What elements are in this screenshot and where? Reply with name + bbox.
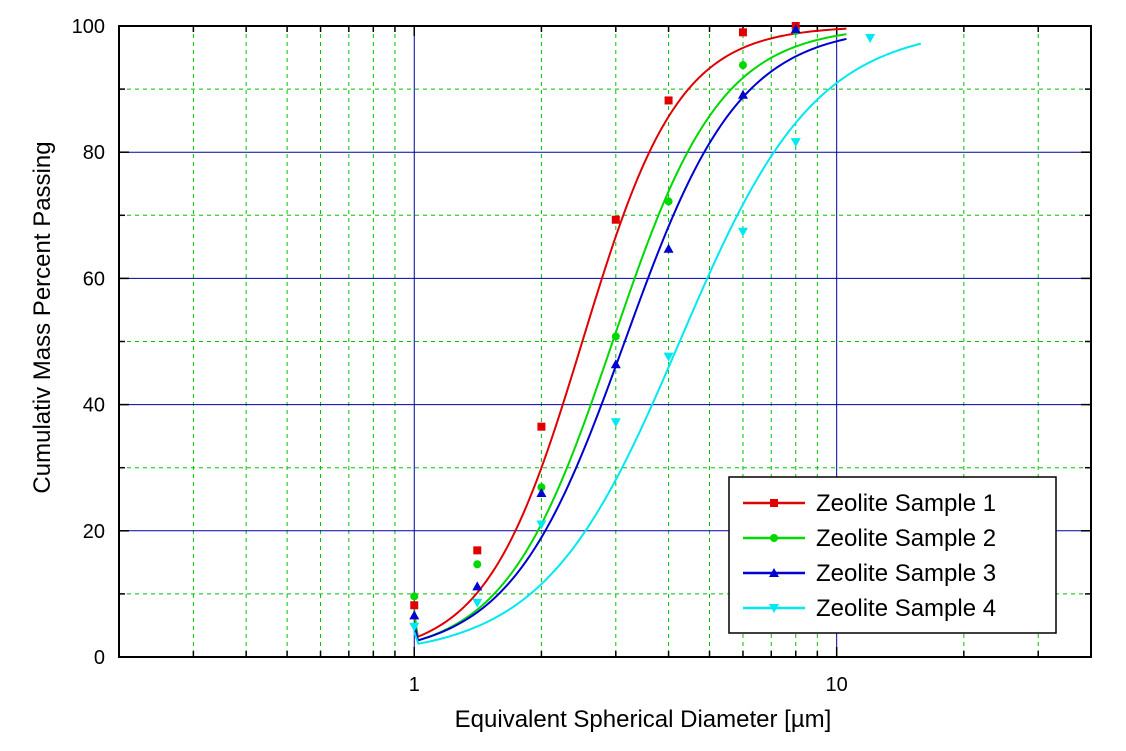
legend: Zeolite Sample 1 Zeolite Sample 2 Zeolite … — [728, 476, 1057, 634]
data-point — [536, 520, 547, 530]
data-point — [737, 89, 748, 99]
data-point — [409, 622, 420, 632]
y-tick-label: 80 — [83, 142, 105, 164]
legend-label: Zeolite Sample 1 — [816, 490, 996, 517]
x-tick-label: 10 — [826, 674, 848, 696]
legend-label: Zeolite Sample 3 — [816, 560, 996, 587]
series-4 — [409, 33, 922, 645]
data-point — [611, 332, 620, 341]
data-point — [473, 560, 482, 569]
data-point — [663, 243, 674, 253]
legend-item-3: Zeolite Sample 3 — [743, 560, 996, 587]
data-point — [738, 61, 747, 70]
y-tick-label: 40 — [83, 395, 105, 417]
data-point — [737, 227, 748, 237]
data-point — [472, 598, 483, 608]
data-point — [537, 483, 546, 492]
series-line — [413, 33, 847, 642]
y-tick-label: 20 — [83, 521, 105, 543]
y-tick-label: 0 — [94, 647, 105, 669]
data-point — [410, 601, 419, 610]
data-point — [664, 197, 673, 206]
legend-label: Zeolite Sample 2 — [816, 525, 996, 552]
series-3 — [409, 24, 847, 642]
legend-marker — [769, 604, 779, 613]
legend-item-4: Zeolite Sample 4 — [743, 595, 996, 622]
data-point — [537, 422, 546, 431]
legend-marker — [770, 499, 778, 507]
legend-marker — [770, 534, 778, 542]
data-point — [473, 546, 482, 555]
legend-label: Zeolite Sample 4 — [816, 595, 996, 622]
data-point — [409, 610, 420, 620]
legend-item-2: Zeolite Sample 2 — [743, 525, 996, 552]
data-point — [536, 487, 547, 497]
data-point — [664, 96, 673, 105]
data-point — [865, 33, 876, 43]
y-tick-label: 60 — [83, 268, 105, 290]
y-axis-title: Cumulativ Mass Percent Passing — [29, 141, 56, 493]
series-line — [413, 42, 922, 645]
data-point — [663, 352, 674, 362]
data-point — [790, 24, 801, 34]
legend-item-1: Zeolite Sample 1 — [743, 490, 996, 517]
data-point — [790, 138, 801, 148]
series-line — [413, 37, 847, 642]
data-point — [410, 592, 419, 601]
data-point — [611, 215, 620, 224]
data-point — [472, 581, 483, 591]
data-point — [738, 28, 747, 37]
data-point — [610, 359, 621, 369]
x-tick-label: 1 — [409, 674, 420, 696]
series-line — [413, 27, 847, 639]
x-axis-title: Equivalent Spherical Diameter [µm] — [455, 706, 832, 733]
y-tick-label: 100 — [72, 16, 105, 38]
series-layer — [409, 22, 922, 645]
legend-marker — [769, 568, 779, 577]
data-point — [610, 418, 621, 428]
